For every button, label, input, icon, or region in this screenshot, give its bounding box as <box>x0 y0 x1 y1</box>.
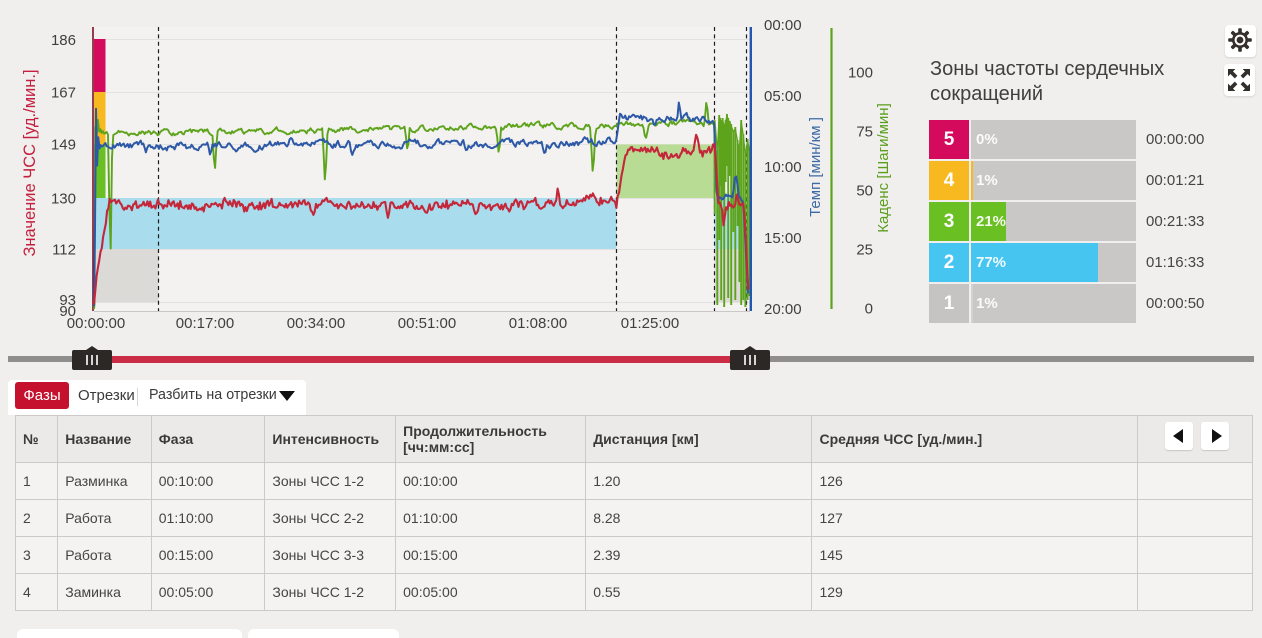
svg-text:00:51:00: 00:51:00 <box>398 315 456 332</box>
svg-text:00:00: 00:00 <box>764 17 802 34</box>
svg-text:15:00: 15:00 <box>764 230 802 247</box>
svg-text:112: 112 <box>52 242 76 259</box>
svg-text:0: 0 <box>865 301 873 318</box>
svg-text:Значение ЧСС [уд./мин.]: Значение ЧСС [уд./мин.] <box>21 69 39 256</box>
svg-text:20:00: 20:00 <box>764 301 802 318</box>
svg-text:10:00: 10:00 <box>764 159 802 176</box>
svg-text:00:00:00: 00:00:00 <box>67 315 125 332</box>
svg-text:01:08:00: 01:08:00 <box>509 315 567 332</box>
svg-text:167: 167 <box>51 85 76 102</box>
svg-text:75: 75 <box>856 124 873 141</box>
svg-text:00:34:00: 00:34:00 <box>287 315 345 332</box>
svg-text:01:25:00: 01:25:00 <box>621 315 679 332</box>
svg-text:100: 100 <box>848 65 873 82</box>
svg-text:Каденс [Шаги/мин]: Каденс [Шаги/мин] <box>875 103 892 233</box>
svg-text:130: 130 <box>51 191 76 208</box>
svg-text:93: 93 <box>59 292 76 309</box>
svg-text:05:00: 05:00 <box>764 88 802 105</box>
svg-text:186: 186 <box>51 32 76 49</box>
svg-text:25: 25 <box>856 242 873 259</box>
svg-text:90: 90 <box>59 303 76 320</box>
svg-text:149: 149 <box>51 137 76 154</box>
svg-text:50: 50 <box>856 183 873 200</box>
svg-text:Темп [мин/км ]: Темп [мин/км ] <box>807 117 824 217</box>
svg-text:00:17:00: 00:17:00 <box>176 315 234 332</box>
